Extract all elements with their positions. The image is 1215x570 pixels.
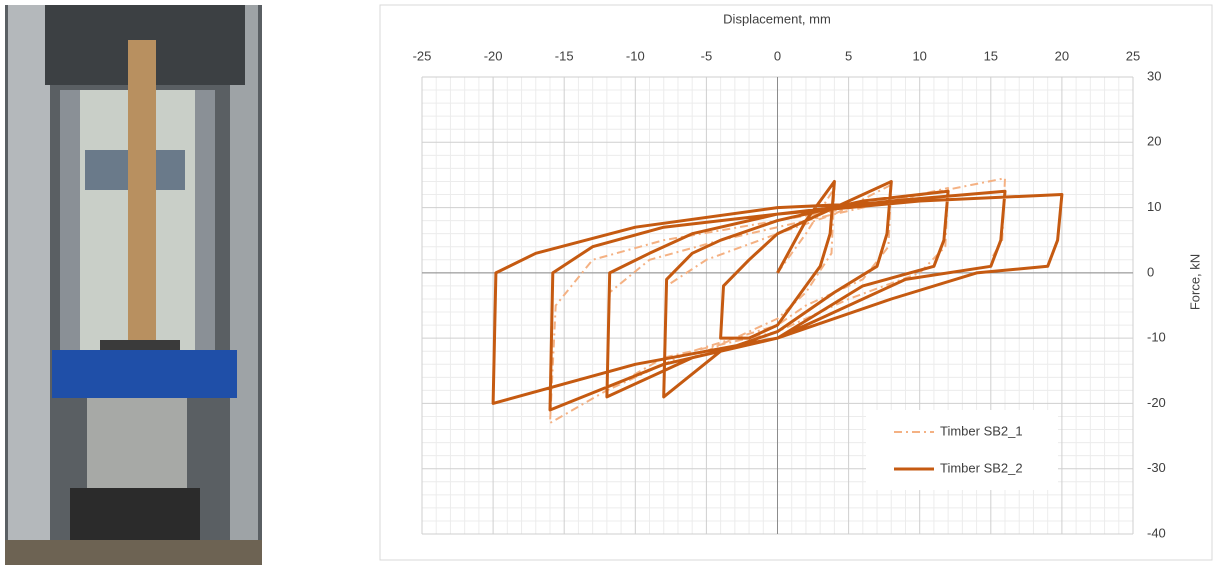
chart-frame (379, 4, 1213, 561)
y-axis-title: Force, kN (1187, 254, 1202, 310)
legend-label: Timber SB2_1 (940, 423, 1023, 438)
legend-label: Timber SB2_2 (940, 460, 1023, 475)
y-tick-label: 20 (1147, 134, 1161, 149)
series-line (491, 180, 1064, 412)
plot-area: -25 -20 -15 -10 -5 0 5 10 15 20 25 -40 -30 -20 -10 0 10 2… (413, 48, 1166, 540)
x-tick-label: 5 (845, 48, 852, 63)
y-tick-label: -10 (1147, 330, 1166, 345)
y-tick-label: 10 (1147, 199, 1161, 214)
y-tick-label: 30 (1147, 68, 1161, 83)
legend: Timber SB2_1 Timber SB2_2 (866, 410, 1058, 490)
x-tick-label: -20 (484, 48, 503, 63)
y-tick-label: 0 (1147, 264, 1154, 279)
legend-box (866, 410, 1058, 490)
y-tick-label: -20 (1147, 395, 1166, 410)
x-tick-label: 10 (912, 48, 926, 63)
test-photo (5, 5, 262, 565)
x-tick-label: -5 (701, 48, 713, 63)
x-tick-label: 15 (984, 48, 998, 63)
x-tick-label: -25 (413, 48, 432, 63)
x-tick-label: -10 (626, 48, 645, 63)
x-axis-title: Displacement, mm (723, 11, 831, 26)
x-tick-label: 25 (1126, 48, 1140, 63)
x-tick-label: -15 (555, 48, 574, 63)
x-tick-label: 0 (774, 48, 781, 63)
y-tick-label: -40 (1147, 525, 1166, 540)
y-tick-label: -30 (1147, 460, 1166, 475)
x-tick-label: 20 (1055, 48, 1069, 63)
